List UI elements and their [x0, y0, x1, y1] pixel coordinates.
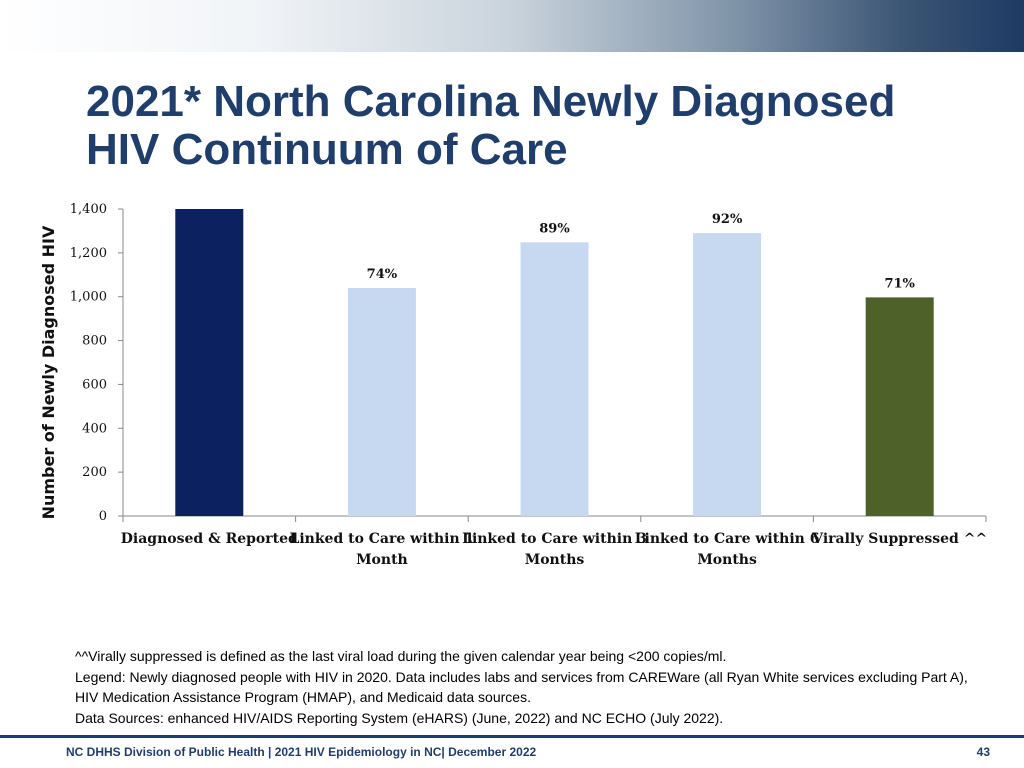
footnotes: ^^Virally suppressed is defined as the l… [75, 646, 975, 728]
footer-text: NC DHHS Division of Public Health | 2021… [66, 745, 537, 759]
x-tick-label: Linked to Care within 3 [462, 531, 647, 547]
x-tick-label: Months [525, 552, 585, 568]
bar [865, 297, 934, 516]
y-tick-label: 1,000 [70, 290, 107, 305]
bar [520, 242, 589, 516]
bar [347, 287, 416, 516]
y-tick-label: 1,200 [70, 246, 107, 261]
bar [175, 209, 244, 516]
x-tick-label: Virally Suppressed ^^ [811, 531, 987, 547]
data-label: 92% [712, 212, 743, 227]
footnote-virally-suppressed: ^^Virally suppressed is defined as the l… [75, 648, 727, 664]
x-tick-label: Linked to Care within 6 [635, 531, 820, 547]
footnote-legend: Legend: Newly diagnosed people with HIV … [75, 668, 968, 706]
x-tick-label: Diagnosed & Reported [121, 531, 298, 547]
footnote-data-sources: Data Sources: enhanced HIV/AIDS Reportin… [75, 709, 724, 726]
title-line-2: HIV Continuum of Care [86, 125, 568, 174]
chart-svg: 0 200 400 600 800 1,000 1,200 1,400 Diagnosed & … [39, 202, 987, 568]
y-tick-label: 0 [99, 509, 107, 524]
data-label: 74% [367, 267, 398, 282]
bar-chart: 0 200 400 600 800 1,000 1,200 1,400 Diagnosed & … [0, 190, 1024, 580]
slide-title: 2021* North Carolina Newly Diagnosed HIV… [86, 78, 986, 174]
footer-divider [0, 735, 1024, 738]
data-label: 89% [539, 221, 570, 236]
x-tick-label: Month [356, 552, 408, 568]
y-tick-label: 400 [82, 421, 107, 436]
bar [693, 233, 762, 516]
y-tick-label: 1,400 [70, 202, 107, 217]
x-tick-label: Months [697, 552, 757, 568]
header-gradient-band [0, 0, 1024, 52]
x-tick-label: Linked to Care within 1 [290, 531, 475, 547]
y-tick-label: 800 [82, 334, 107, 349]
data-label: 71% [884, 276, 915, 291]
page-number: 43 [976, 745, 990, 759]
y-tick-label: 600 [82, 377, 107, 392]
y-tick-label: 200 [82, 465, 107, 480]
title-line-1: 2021* North Carolina Newly Diagnosed [86, 77, 896, 126]
y-axis-title: Number of Newly Diagnosed HIV [39, 225, 58, 519]
